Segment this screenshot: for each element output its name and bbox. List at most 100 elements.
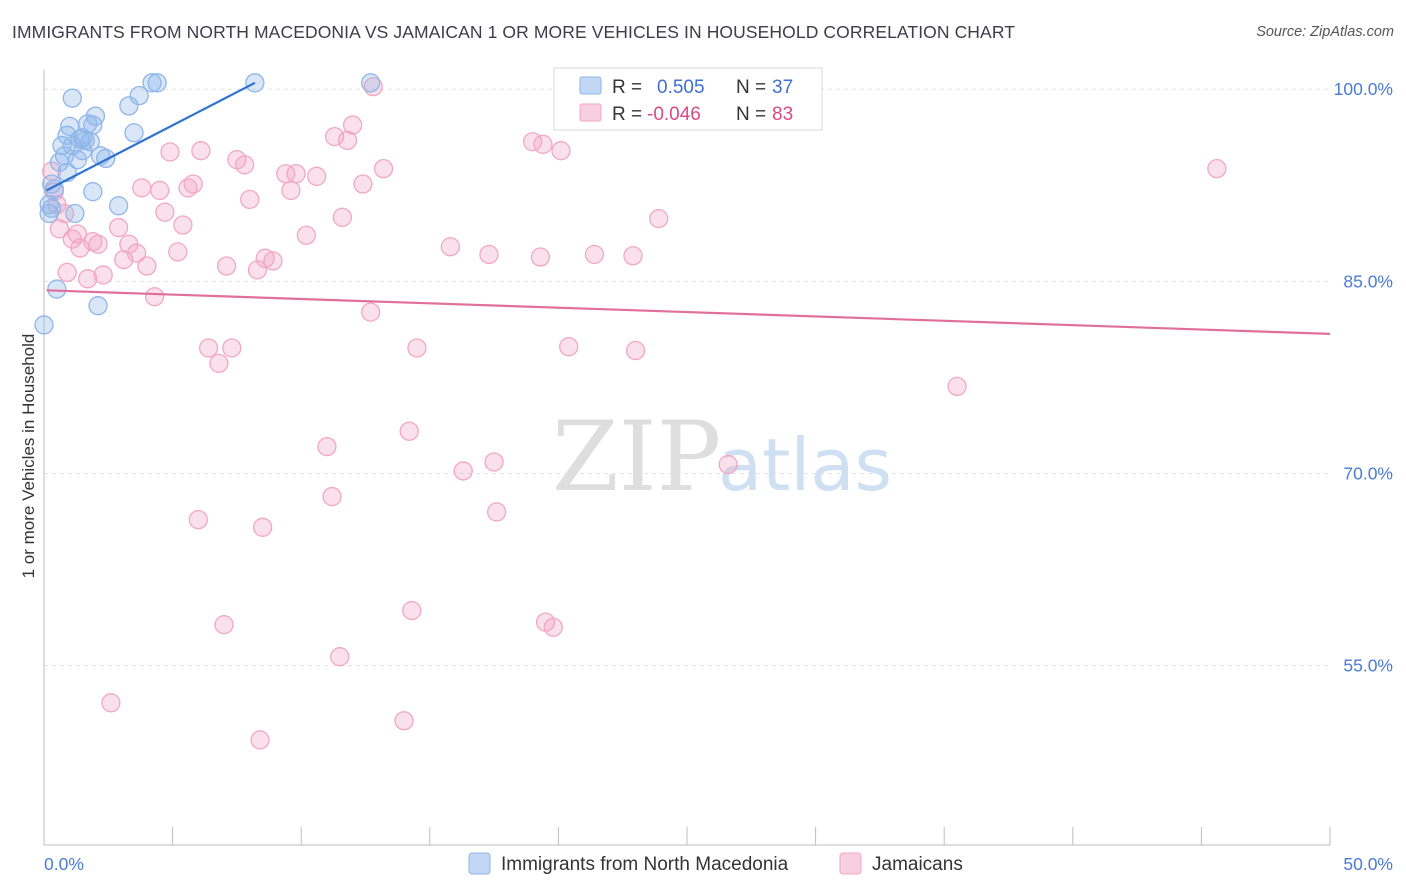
scatter-point (49, 219, 70, 239)
scatter-point (216, 256, 237, 276)
scatter-point (286, 164, 306, 184)
scatter-point (649, 208, 669, 229)
scatter-point (83, 182, 103, 202)
y-tick-label: 100.0% (1334, 79, 1393, 99)
y-tick-label: 85.0% (1343, 271, 1393, 291)
legend-n-value: 83 (772, 104, 793, 125)
scatter-point (353, 174, 373, 194)
tick-labels: 100.0% 85.0% 70.0% 55.0% 0.0% 50.0% (44, 79, 1393, 874)
scatter-point (255, 248, 275, 268)
legend-label-north-macedonia: Immigrants from North Macedonia (501, 854, 789, 875)
scatter-point (440, 237, 461, 257)
scatter-point (252, 517, 273, 537)
scatter-point (47, 279, 67, 299)
scatter-point (947, 376, 967, 397)
scatter-point (124, 123, 144, 143)
legend-swatch-pink (579, 103, 602, 122)
scatter-point (360, 73, 381, 93)
scatter-point (533, 134, 553, 154)
scatter-point (67, 224, 88, 244)
scatter-point (453, 461, 473, 481)
scatter-point (57, 262, 77, 283)
scatter-point (584, 244, 605, 265)
legend-bottom: Immigrants from North Macedonia Jamaican… (468, 852, 963, 875)
scatter-point (137, 256, 157, 276)
y-tick-label: 70.0% (1343, 464, 1393, 484)
trend-lines (46, 81, 1331, 335)
scatter-point (625, 340, 646, 361)
scatter-point (42, 198, 62, 218)
scatter-point (39, 203, 59, 224)
scatter-point (240, 189, 260, 210)
scatter-point (88, 234, 108, 254)
scatter-point (85, 106, 106, 126)
scatter-point (263, 251, 283, 271)
legend-swatch-blue (468, 852, 491, 875)
scatter-point (150, 180, 170, 201)
scatter-point (543, 617, 563, 637)
scatter-point (623, 246, 643, 266)
legend-r-label: R = (612, 77, 642, 98)
scatter-point (65, 203, 85, 224)
y-axis-label: 1 or more Vehicles in Household (19, 334, 38, 579)
scatter-point (93, 265, 113, 285)
scatter-point (147, 73, 167, 93)
scatter-point (399, 421, 419, 441)
scatter-point (247, 260, 268, 280)
scatter-point (1207, 158, 1227, 179)
watermark-atlas: atlas (718, 423, 892, 507)
scatter-point (214, 615, 234, 635)
scatter-point (129, 85, 149, 106)
scatter-point (551, 141, 571, 161)
chart-title: IMMIGRANTS FROM NORTH MACEDONIA VS JAMAI… (12, 22, 1016, 42)
scatter-point (101, 693, 121, 713)
scatter-point (191, 141, 211, 161)
scatter-point (234, 155, 255, 175)
axes (43, 70, 1331, 846)
scatter-point (360, 302, 381, 322)
scatter-point (67, 150, 88, 170)
scatter-point (330, 647, 350, 667)
scatter-point (317, 436, 337, 457)
scatter-point (108, 196, 129, 216)
scatter-point (34, 315, 54, 335)
scatter-point (484, 452, 504, 472)
x-tick-label: 0.0% (44, 854, 84, 874)
x-tick-label: 50.0% (1343, 854, 1393, 874)
legend-label-jamaicans: Jamaicans (872, 854, 963, 875)
scatter-point (487, 502, 507, 522)
chart-source: Source: ZipAtlas.com (1256, 24, 1394, 40)
scatter-point (373, 158, 394, 179)
scatter-point (281, 180, 301, 201)
scatter-point (144, 287, 165, 307)
scatter-point (62, 88, 82, 108)
trend-line (46, 81, 256, 192)
scatter-point (83, 232, 103, 252)
scatter-point (250, 730, 270, 750)
scatter-point (160, 142, 180, 162)
legend-swatch-pink (839, 852, 862, 875)
scatter-point (155, 202, 175, 222)
scatter-point (222, 338, 242, 358)
scatter-point (108, 217, 129, 238)
scatter-point (559, 337, 579, 357)
scatter-point (183, 174, 203, 194)
legend-n-value: 37 (772, 77, 793, 98)
scatter-point (342, 115, 363, 135)
scatter-point (407, 338, 427, 358)
scatter-point (479, 244, 499, 265)
scatter-point (209, 353, 229, 373)
legend-r-value: 0.505 (657, 77, 705, 98)
scatter-point (78, 269, 98, 289)
scatter-point (119, 96, 139, 116)
grid-lines (44, 88, 1330, 667)
legend-swatch-blue (579, 76, 602, 95)
legend-n-label: N = (736, 77, 766, 98)
y-tick-label: 55.0% (1343, 656, 1393, 676)
legend-r-value: -0.046 (647, 104, 701, 125)
scatter-point (75, 130, 95, 151)
scatter-point (322, 486, 342, 507)
scatter-point (126, 243, 147, 263)
scatter-point (168, 242, 188, 262)
